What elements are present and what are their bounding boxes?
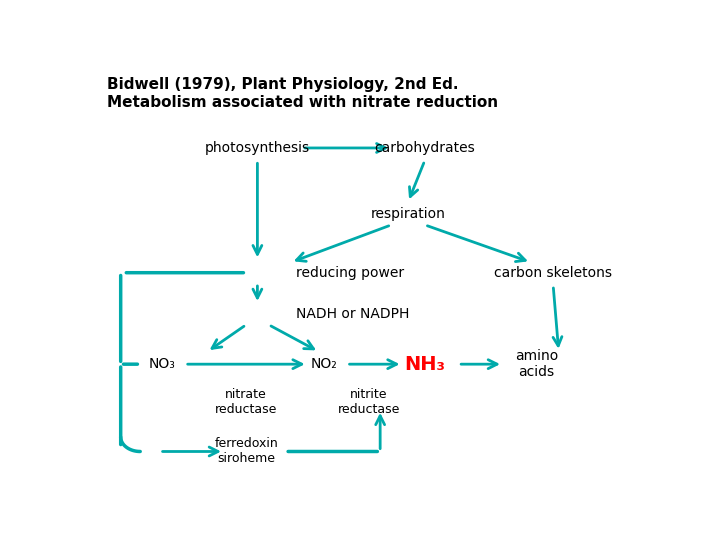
Text: nitrate
reductase: nitrate reductase — [215, 388, 277, 416]
Text: NO₂: NO₂ — [311, 357, 338, 371]
Text: NH₃: NH₃ — [405, 355, 445, 374]
Text: NADH or NADPH: NADH or NADPH — [297, 307, 410, 321]
Text: photosynthesis: photosynthesis — [204, 141, 310, 155]
Text: carbon skeletons: carbon skeletons — [494, 266, 612, 280]
Text: ferredoxin
siroheme: ferredoxin siroheme — [215, 437, 278, 465]
Text: carbohydrates: carbohydrates — [374, 141, 475, 155]
Text: respiration: respiration — [371, 207, 446, 221]
Text: NO₃: NO₃ — [149, 357, 176, 371]
Text: Bidwell (1979), Plant Physiology, 2nd Ed.
Metabolism associated with nitrate red: Bidwell (1979), Plant Physiology, 2nd Ed… — [107, 77, 498, 110]
Text: amino
acids: amino acids — [515, 349, 558, 379]
Text: reducing power: reducing power — [297, 266, 405, 280]
Text: nitrite
reductase: nitrite reductase — [338, 388, 400, 416]
